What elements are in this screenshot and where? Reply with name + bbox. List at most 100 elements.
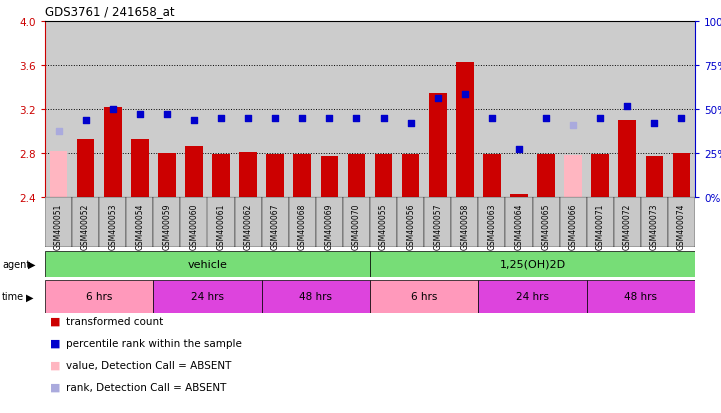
Point [324,115,335,122]
Text: GSM400065: GSM400065 [541,204,551,250]
Text: 6 hrs: 6 hrs [86,292,112,302]
Point [296,115,308,122]
Text: agent: agent [2,259,30,269]
Text: GSM400062: GSM400062 [244,204,252,250]
Text: GSM400061: GSM400061 [216,204,226,250]
Bar [559,197,587,247]
Text: GSM400071: GSM400071 [596,204,605,250]
Point [134,112,146,118]
Text: GSM400058: GSM400058 [460,204,469,250]
Bar [262,280,370,313]
Text: rank, Detection Call = ABSENT: rank, Detection Call = ABSENT [66,382,226,392]
Bar [343,197,370,247]
Text: GSM400054: GSM400054 [136,204,144,250]
Bar [370,280,478,313]
Bar [591,155,609,197]
Text: GSM400056: GSM400056 [406,204,415,250]
Bar [45,280,154,313]
Text: GSM400069: GSM400069 [325,204,334,250]
Text: GSM400051: GSM400051 [54,204,63,250]
Bar [641,197,668,247]
Bar [180,197,208,247]
Point [649,121,660,127]
Bar [77,139,94,197]
Bar [154,280,262,313]
Point [242,115,254,122]
Text: ■: ■ [50,360,61,370]
Bar [262,197,288,247]
Bar [668,197,695,247]
Text: ▶: ▶ [28,259,35,269]
Bar [451,197,478,247]
Text: GSM400059: GSM400059 [162,204,172,250]
Point [486,115,497,122]
Bar [510,194,528,197]
Point [432,95,443,102]
Bar [158,154,176,197]
Text: GDS3761 / 241658_at: GDS3761 / 241658_at [45,5,174,18]
Point [378,115,389,122]
Text: GSM400060: GSM400060 [190,204,198,250]
Bar [587,197,614,247]
Bar [645,157,663,197]
Text: GSM400057: GSM400057 [433,204,442,250]
Bar [533,197,559,247]
Point [53,128,64,135]
Text: time: time [2,292,24,302]
Text: 24 hrs: 24 hrs [516,292,549,302]
Text: GSM400067: GSM400067 [270,204,280,250]
Text: 24 hrs: 24 hrs [191,292,224,302]
Text: GSM400074: GSM400074 [677,204,686,250]
Point [459,92,471,98]
Bar [154,197,180,247]
Text: GSM400066: GSM400066 [569,204,578,250]
Bar [673,154,690,197]
Text: 6 hrs: 6 hrs [411,292,438,302]
Bar [212,155,230,197]
Bar [45,197,72,247]
Bar [505,197,533,247]
Text: GSM400068: GSM400068 [298,204,307,250]
Point [540,115,552,122]
Text: GSM400053: GSM400053 [108,204,118,250]
Bar [565,156,582,197]
Point [161,112,172,118]
Bar [397,197,424,247]
Bar [483,155,500,197]
Point [350,115,362,122]
Bar [478,280,587,313]
Bar [239,152,257,197]
Text: ■: ■ [50,382,61,392]
Text: GSM400064: GSM400064 [515,204,523,250]
Point [80,117,92,124]
Bar [126,197,154,247]
Bar [456,62,474,197]
Bar [478,197,505,247]
Bar [288,197,316,247]
Text: GSM400055: GSM400055 [379,204,388,250]
Point [270,115,281,122]
Bar [316,197,343,247]
Bar [208,197,234,247]
Bar [614,197,641,247]
Point [188,117,200,123]
Bar [234,197,262,247]
Text: 1,25(OH)2D: 1,25(OH)2D [500,259,565,269]
Point [513,147,525,153]
Text: ■: ■ [50,338,61,348]
Text: value, Detection Call = ABSENT: value, Detection Call = ABSENT [66,360,231,370]
Point [676,115,687,122]
Text: vehicle: vehicle [187,259,227,269]
Text: GSM400072: GSM400072 [623,204,632,250]
Bar [266,155,284,197]
Text: transformed count: transformed count [66,316,163,326]
Text: GSM400063: GSM400063 [487,204,496,250]
Bar [348,155,366,197]
Point [216,115,227,122]
Text: GSM400070: GSM400070 [352,204,361,250]
Bar [537,155,555,197]
Bar [293,155,311,197]
Text: ▶: ▶ [26,292,33,302]
Point [622,104,633,110]
Text: GSM400073: GSM400073 [650,204,659,250]
